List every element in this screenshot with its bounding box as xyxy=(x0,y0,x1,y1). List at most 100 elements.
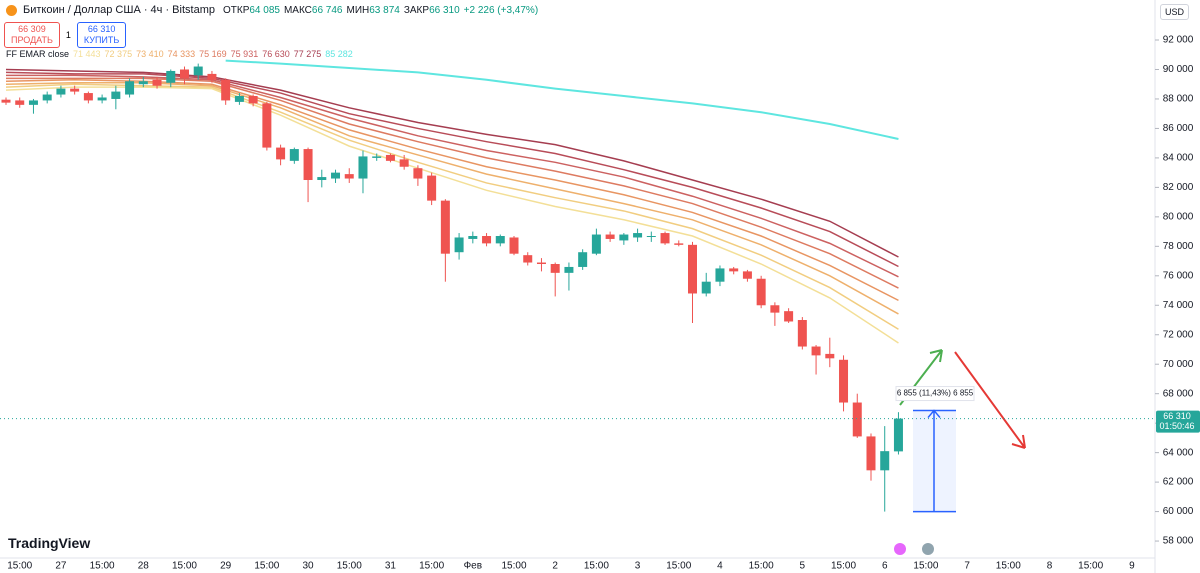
header: Биткоин / Доллар США · 4ч · Bitstamp ОТК… xyxy=(6,4,538,16)
candle-body xyxy=(660,233,670,244)
ohlc-label: МАКС xyxy=(283,5,312,16)
candle-body xyxy=(578,252,588,267)
candle-body xyxy=(331,172,341,179)
candle-body xyxy=(742,271,752,279)
candle-body xyxy=(42,94,52,101)
ema-line xyxy=(225,59,899,140)
candle-body xyxy=(468,236,478,239)
buy-price: 66 310 xyxy=(87,24,116,34)
candle-body xyxy=(729,268,739,272)
event-icon[interactable] xyxy=(894,543,906,555)
candle-body xyxy=(550,264,560,273)
candle-body xyxy=(440,200,450,254)
spread: 1 xyxy=(65,30,71,40)
ohlc-value: 64 085 xyxy=(249,5,280,16)
price-countdown: 01:50:46 xyxy=(1159,421,1194,431)
candle-body xyxy=(276,147,286,160)
candle-body xyxy=(138,81,148,85)
change: +2 226 (+3,47%) xyxy=(463,4,539,16)
x-tick-label: 30 xyxy=(302,561,314,572)
candle-body xyxy=(509,237,519,254)
candle-body xyxy=(166,70,176,83)
y-tick-label: 90 000 xyxy=(1163,64,1194,75)
candle-body xyxy=(674,243,684,245)
buy-button[interactable]: 66 310 КУПИТЬ xyxy=(76,22,127,48)
indicator-value: 76 630 xyxy=(262,49,290,59)
x-tick-label: 15:00 xyxy=(666,561,691,572)
sell-button[interactable]: 66 309 ПРОДАТЬ xyxy=(4,22,60,48)
ohlc-label: ЗАКР xyxy=(403,5,430,16)
indicator-value: 73 410 xyxy=(136,49,164,59)
x-tick-label: 15:00 xyxy=(749,561,774,572)
price-label-box xyxy=(1156,410,1200,433)
candle-body xyxy=(701,281,711,294)
candle-body xyxy=(317,177,327,181)
candle-body xyxy=(289,149,299,161)
y-tick-label: 78 000 xyxy=(1163,241,1194,252)
candle-body xyxy=(179,69,189,79)
ema-line xyxy=(5,86,899,344)
candle-body xyxy=(427,175,437,201)
drawn-arrow-down xyxy=(954,351,1026,449)
candle-body xyxy=(536,262,546,265)
x-tick-label: Фев xyxy=(464,561,482,572)
candle-body xyxy=(399,159,409,167)
candle-body xyxy=(83,93,93,101)
sell-label: ПРОДАТЬ xyxy=(11,35,53,45)
event-icon[interactable] xyxy=(922,543,934,555)
measure-label: 6 855 (11,43%) 6 855 xyxy=(897,389,974,398)
measure-arrow xyxy=(927,409,941,512)
x-tick-label: 5 xyxy=(800,561,806,572)
ema-line xyxy=(5,71,899,268)
indicator-value: 85 282 xyxy=(325,49,353,59)
candle-body xyxy=(523,255,533,263)
y-tick-label: 88 000 xyxy=(1163,94,1194,105)
x-tick-label: 2 xyxy=(552,561,558,572)
candle-body xyxy=(605,234,615,239)
x-tick-label: 15:00 xyxy=(337,561,362,572)
candle-body xyxy=(193,66,203,76)
indicator-value: 74 333 xyxy=(167,49,196,59)
candle-body xyxy=(413,168,423,179)
x-tick-label: 4 xyxy=(717,561,723,572)
ohlc-label: ОТКР xyxy=(222,5,250,16)
ema-line xyxy=(5,68,899,258)
y-tick-label: 76 000 xyxy=(1163,270,1194,281)
candle-body xyxy=(454,237,464,253)
indicator-value: 71 443 xyxy=(73,49,101,59)
measure-label-box xyxy=(895,386,975,402)
candle-body xyxy=(852,402,862,437)
indicator-name: FF EMAR close xyxy=(6,49,70,59)
candle-body xyxy=(591,234,601,254)
candle-body xyxy=(866,436,876,471)
candle-body xyxy=(825,353,835,359)
candle-body xyxy=(303,149,313,181)
y-tick-label: 68 000 xyxy=(1163,388,1194,399)
candle-body xyxy=(372,156,382,158)
candle-body xyxy=(893,418,903,452)
indicator-value: 77 275 xyxy=(293,49,322,59)
y-tick-label: 92 000 xyxy=(1163,35,1194,46)
candle-body xyxy=(715,268,725,282)
x-tick-label: 15:00 xyxy=(831,561,856,572)
x-tick-label: 15:00 xyxy=(254,561,279,572)
candle-body xyxy=(619,234,629,241)
sell-price: 66 309 xyxy=(18,24,46,34)
candle-body xyxy=(56,88,66,95)
candle-body xyxy=(221,79,231,101)
x-tick-label: 9 xyxy=(1129,561,1135,572)
currency-button[interactable]: USD xyxy=(1160,4,1190,20)
candle-body xyxy=(688,244,697,294)
candle-body xyxy=(880,451,890,471)
candle-body xyxy=(70,88,80,92)
candle-body xyxy=(770,305,780,313)
y-tick-label: 70 000 xyxy=(1163,359,1194,370)
coin-icon xyxy=(6,4,17,16)
price-label: 66 310 xyxy=(1163,411,1191,421)
x-tick-label: 27 xyxy=(55,561,67,572)
ohlc-value: 63 874 xyxy=(369,5,400,16)
buy-label: КУПИТЬ xyxy=(83,35,120,45)
y-tick-label: 84 000 xyxy=(1163,153,1194,164)
